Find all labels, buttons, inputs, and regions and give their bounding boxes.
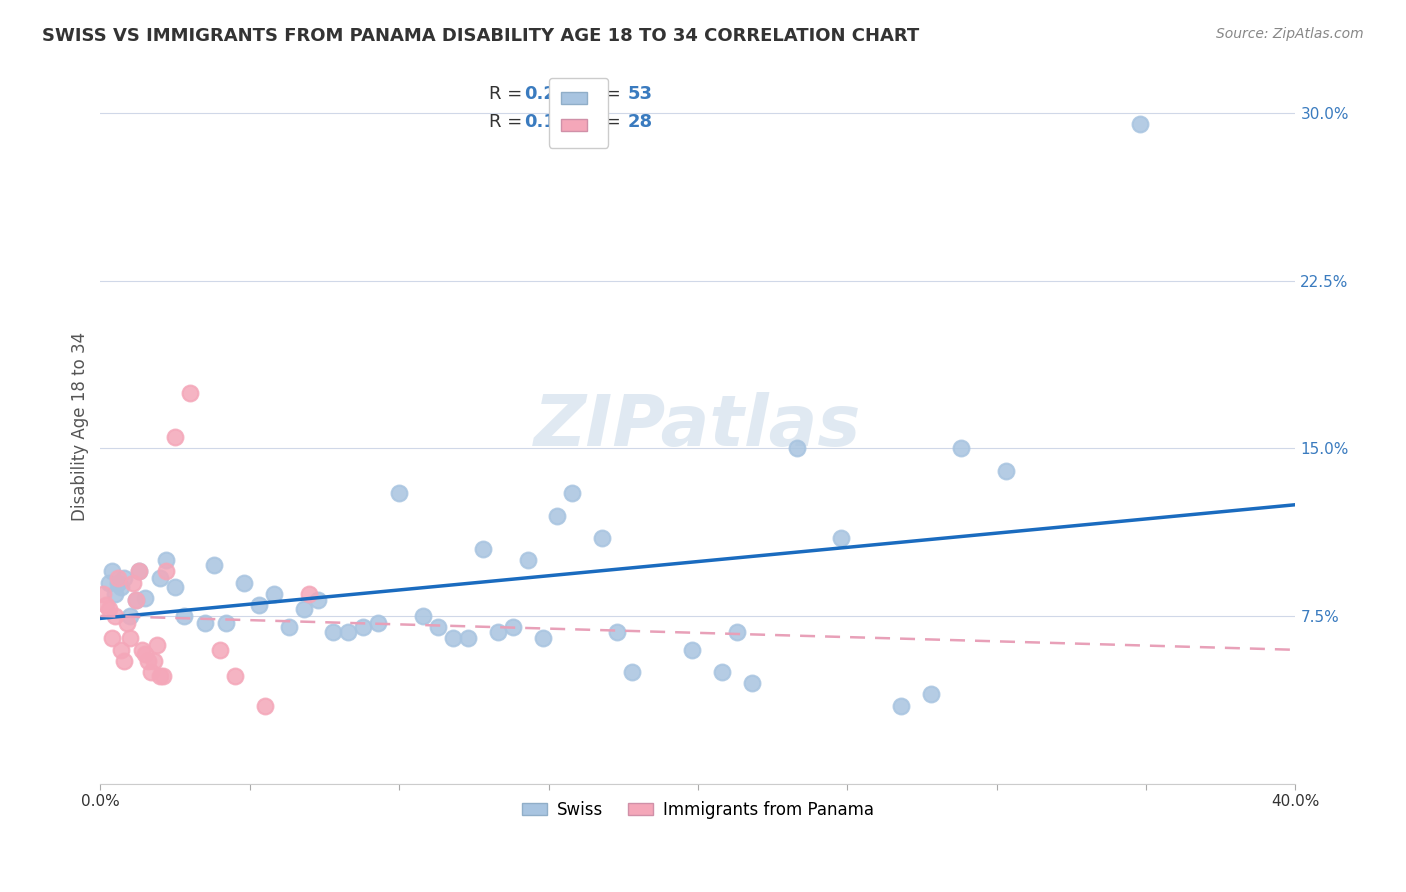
Point: [253, 698, 276, 713]
Point: [98, 602, 121, 616]
Point: [441, 632, 464, 646]
Point: [128, 565, 150, 579]
Point: [134, 591, 156, 606]
Text: R =: R =: [489, 85, 527, 103]
Point: [134, 647, 156, 661]
Point: [131, 642, 153, 657]
Point: [208, 642, 231, 657]
Point: [202, 558, 225, 572]
Text: R =: R =: [489, 113, 527, 131]
Point: [516, 553, 538, 567]
Point: [502, 620, 524, 634]
Point: [471, 542, 494, 557]
Point: [98, 575, 121, 590]
Point: [531, 632, 554, 646]
Point: [621, 665, 644, 679]
Point: [277, 620, 299, 634]
Point: [112, 571, 135, 585]
Point: [457, 632, 479, 646]
Point: [139, 665, 162, 679]
Point: [263, 587, 285, 601]
Text: SWISS VS IMMIGRANTS FROM PANAMA DISABILITY AGE 18 TO 34 CORRELATION CHART: SWISS VS IMMIGRANTS FROM PANAMA DISABILI…: [42, 27, 920, 45]
Point: [149, 571, 172, 585]
Point: [146, 638, 169, 652]
Point: [710, 665, 733, 679]
Text: 28: 28: [627, 113, 652, 131]
Point: [949, 442, 972, 456]
Point: [352, 620, 374, 634]
Point: [125, 593, 148, 607]
Point: [101, 565, 124, 579]
Point: [112, 654, 135, 668]
Point: [337, 624, 360, 639]
Point: [91, 587, 114, 601]
Text: N =: N =: [575, 85, 626, 103]
Point: [561, 486, 583, 500]
Point: [486, 624, 509, 639]
Point: [412, 609, 434, 624]
Point: [110, 580, 132, 594]
Point: [96, 598, 118, 612]
Text: N =: N =: [575, 113, 626, 131]
Point: [163, 580, 186, 594]
Point: [194, 615, 217, 630]
Point: [120, 609, 142, 624]
Text: ZIPatlas: ZIPatlas: [534, 392, 862, 460]
Point: [143, 654, 166, 668]
Point: [163, 430, 186, 444]
Point: [307, 593, 329, 607]
Text: Source: ZipAtlas.com: Source: ZipAtlas.com: [1216, 27, 1364, 41]
Point: [1129, 117, 1152, 131]
Point: [149, 669, 172, 683]
Point: [115, 615, 138, 630]
Point: [591, 531, 613, 545]
Point: [152, 669, 174, 683]
Point: [173, 609, 195, 624]
Point: [427, 620, 450, 634]
Point: [388, 486, 411, 500]
Point: [367, 615, 389, 630]
Point: [725, 624, 748, 639]
Point: [786, 442, 808, 456]
Point: [681, 642, 703, 657]
Point: [741, 676, 763, 690]
Point: [110, 642, 132, 657]
Point: [179, 385, 201, 400]
Point: [224, 669, 246, 683]
Point: [122, 575, 145, 590]
Text: 0.211: 0.211: [524, 85, 582, 103]
Point: [104, 609, 127, 624]
Text: 53: 53: [627, 85, 652, 103]
Point: [128, 565, 150, 579]
Point: [920, 687, 942, 701]
Point: [298, 587, 321, 601]
Point: [322, 624, 344, 639]
Point: [890, 698, 912, 713]
Point: [155, 565, 177, 579]
Text: 0.152: 0.152: [524, 113, 582, 131]
Legend: Swiss, Immigrants from Panama: Swiss, Immigrants from Panama: [515, 794, 880, 825]
Point: [292, 602, 315, 616]
Point: [155, 553, 177, 567]
Point: [606, 624, 628, 639]
Point: [107, 571, 129, 585]
Point: [547, 508, 569, 523]
Point: [215, 615, 238, 630]
Point: [120, 632, 142, 646]
Y-axis label: Disability Age 18 to 34: Disability Age 18 to 34: [72, 332, 89, 521]
Point: [247, 598, 270, 612]
Point: [104, 587, 127, 601]
Point: [994, 464, 1017, 478]
Point: [830, 531, 852, 545]
Point: [125, 593, 148, 607]
Point: [232, 575, 254, 590]
Point: [107, 575, 129, 590]
Point: [136, 654, 159, 668]
Point: [101, 632, 124, 646]
